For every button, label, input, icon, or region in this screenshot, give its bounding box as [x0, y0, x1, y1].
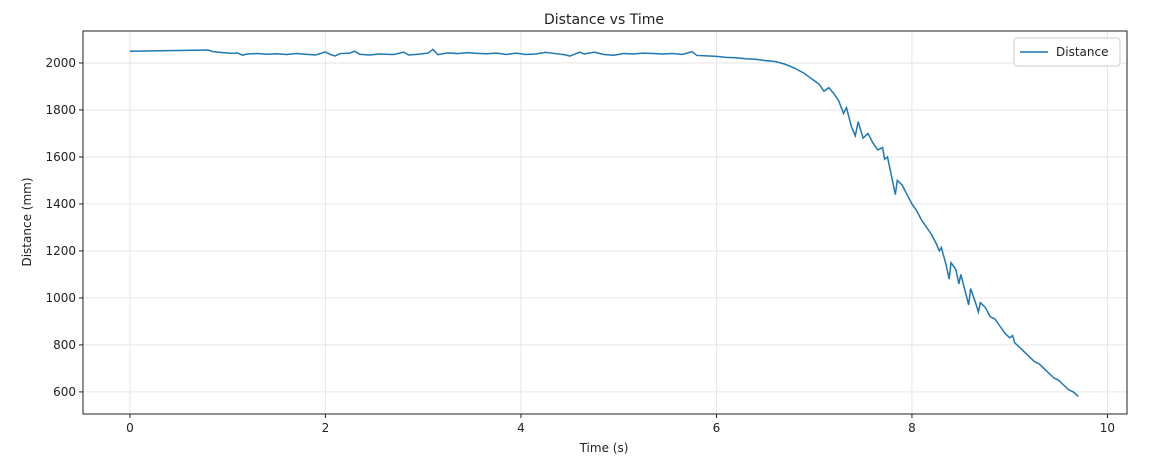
y-tick-label: 2000	[45, 56, 76, 70]
y-tick-label: 1200	[45, 244, 76, 258]
legend-box	[1013, 37, 1121, 67]
y-axis-label: Distance (mm)	[20, 177, 34, 266]
x-tick-label: 6	[713, 421, 721, 435]
legend-label: Distance	[1056, 45, 1108, 59]
y-tick-label: 1800	[45, 103, 76, 117]
chart-title: Distance vs Time	[544, 12, 664, 28]
x-tick-label: 2	[322, 421, 330, 435]
data-line	[129, 48, 1079, 398]
y-tick-label: 600	[53, 385, 76, 399]
y-tick-label: 800	[53, 338, 76, 352]
y-tick-label: 1000	[45, 291, 76, 305]
x-tick-label: 8	[908, 421, 916, 435]
plot-frame	[82, 30, 1128, 415]
x-axis-label: Time (s)	[579, 441, 629, 455]
x-tick-label: 4	[517, 421, 525, 435]
y-tick-label: 1600	[45, 150, 76, 164]
x-tick-label: 10	[1100, 421, 1115, 435]
y-tick-label: 1400	[45, 197, 76, 211]
x-tick-label: 0	[126, 421, 134, 435]
